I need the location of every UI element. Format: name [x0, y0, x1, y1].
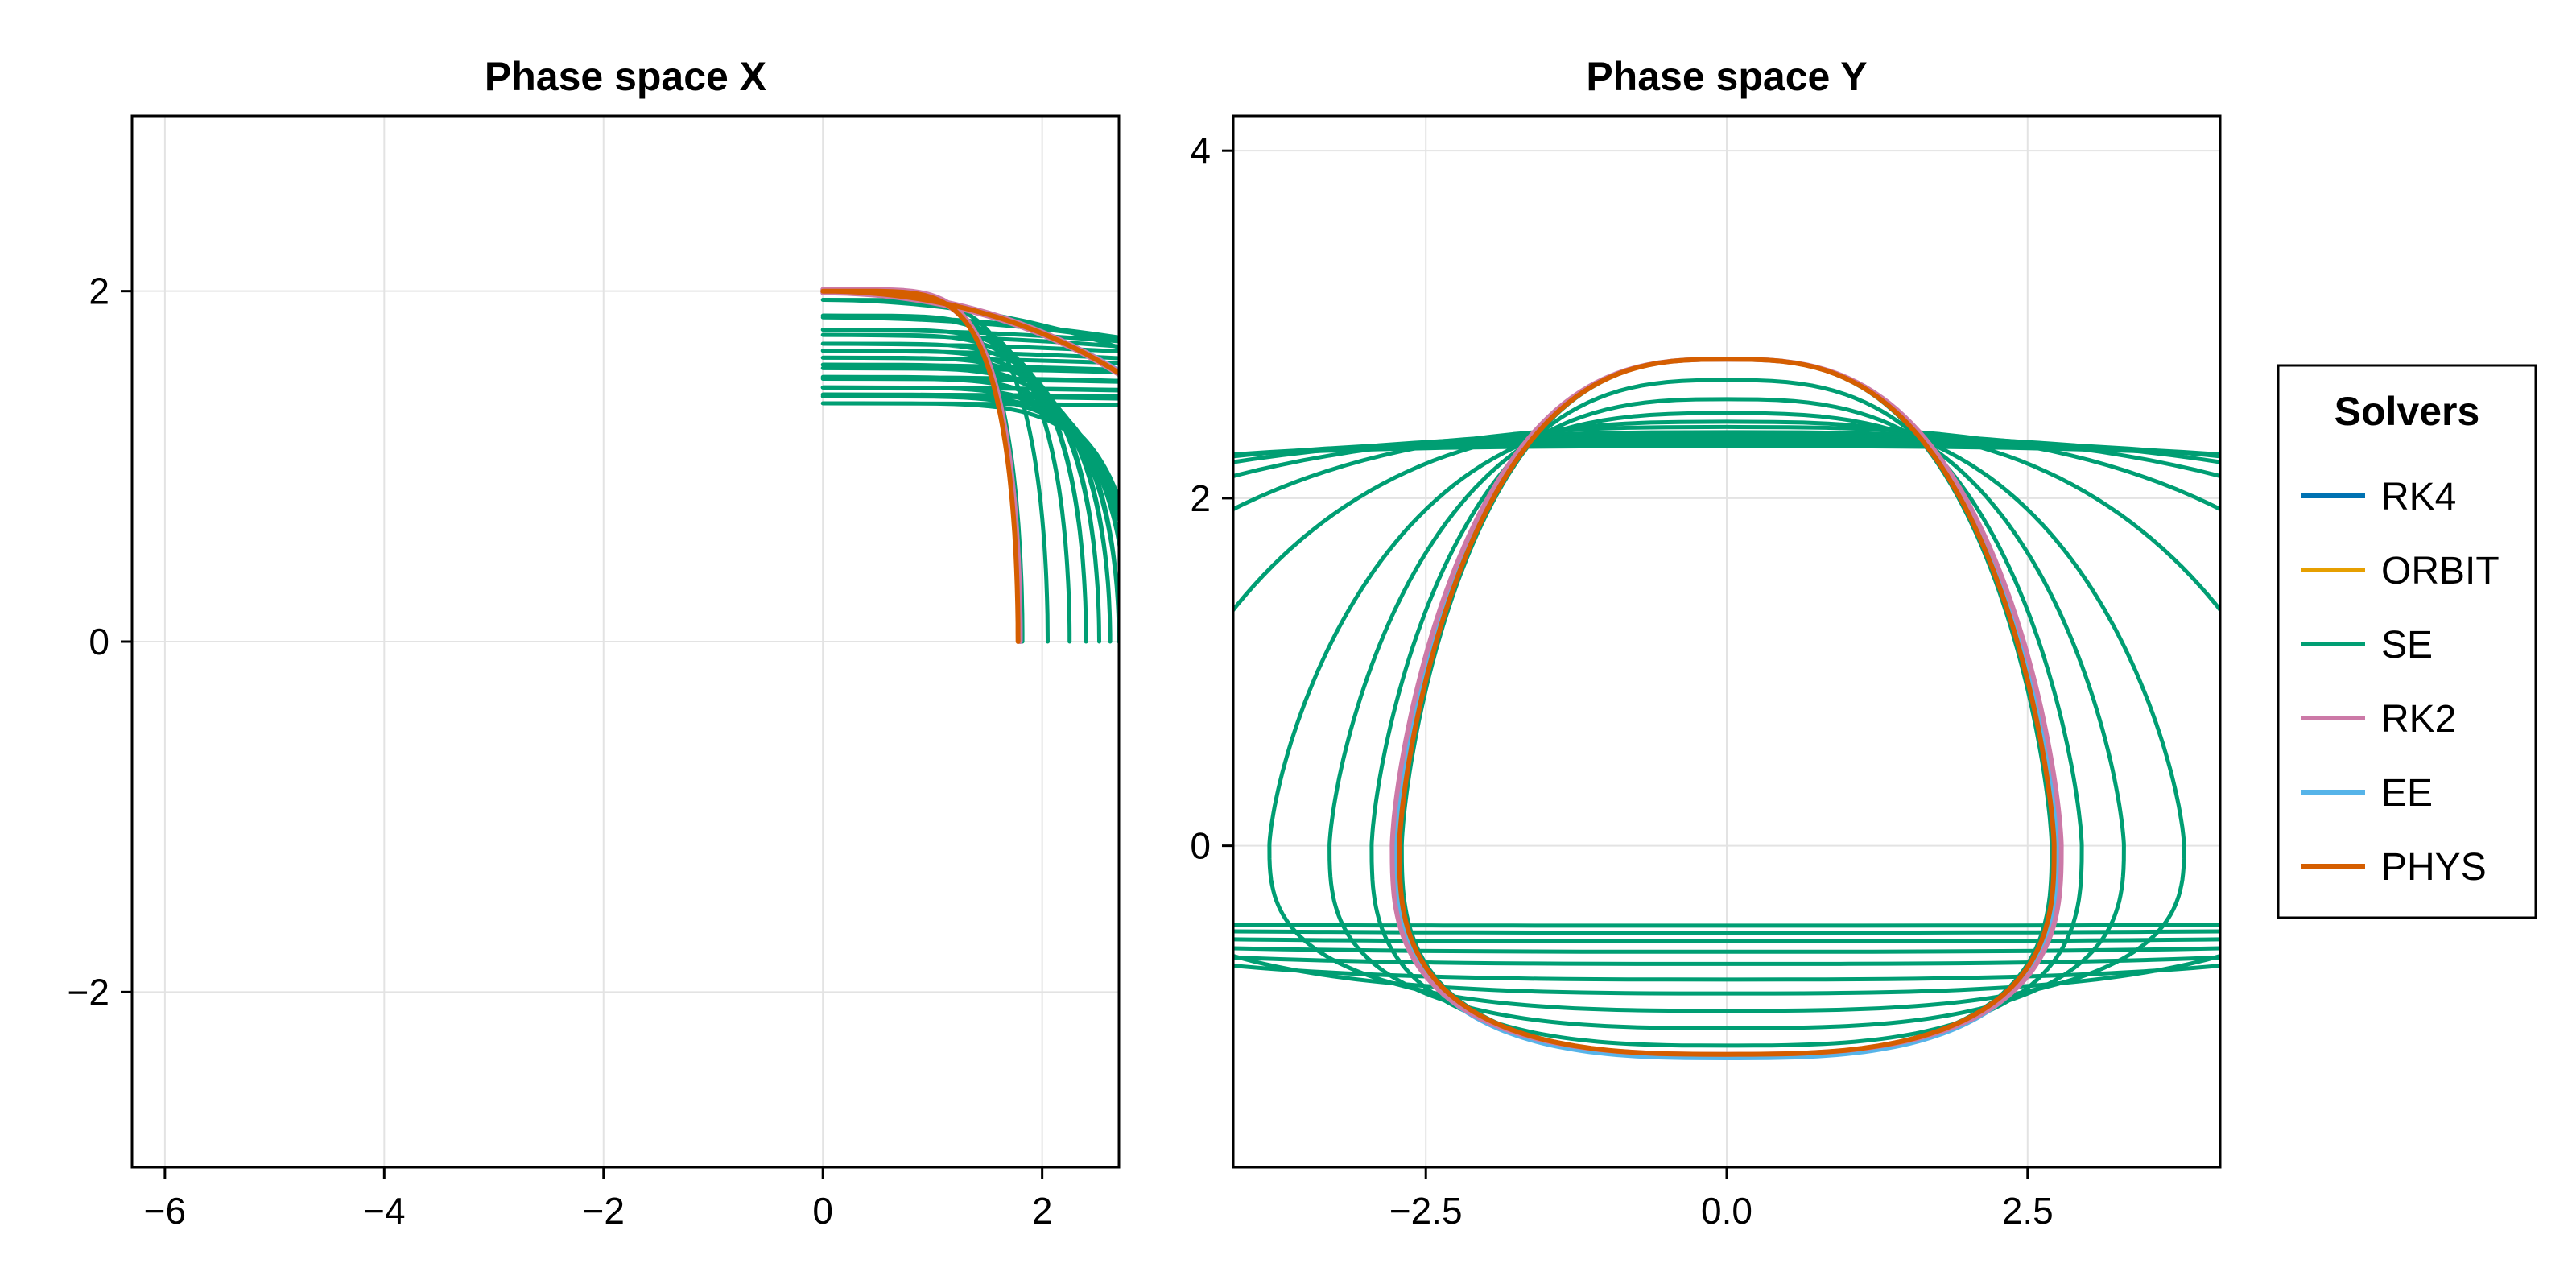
curves-y — [1233, 357, 2220, 1060]
legend-label-ee: EE — [2381, 772, 2433, 815]
y-tick-label: 2 — [1190, 477, 1211, 519]
series-phys-line — [820, 288, 1119, 644]
y-tick-label: 4 — [1190, 130, 1211, 171]
x-tick-label: −6 — [144, 1190, 186, 1232]
legend: Solvers RK4 ORBIT SE RK2 EE PHYS — [2277, 364, 2537, 919]
y-tick-label: −2 — [68, 971, 109, 1013]
chart-title-x: Phase space X — [485, 54, 766, 99]
grid-x — [132, 116, 1119, 1167]
x-tick-label: 0 — [812, 1190, 833, 1232]
ticks-x: −6 −4 −2 0 2 −2 0 2 — [68, 270, 1053, 1232]
panel-phase-space-y: Phase space Y −2.5 0.0 2.5 0 2 4 — [1190, 54, 2222, 1232]
panel-phase-space-x: Phase space X −6 −4 −2 0 2 −2 0 2 — [68, 54, 1121, 1232]
x-tick-label: 2.5 — [2002, 1190, 2054, 1232]
y-tick-label: 2 — [89, 270, 109, 312]
series-se-orbit — [1233, 419, 2220, 996]
legend-label-phys: PHYS — [2381, 846, 2487, 889]
legend-label-rk2: RK2 — [2381, 698, 2456, 741]
curves-x — [820, 287, 1119, 644]
legend-label-se: SE — [2381, 624, 2433, 667]
legend-label-rk4: RK4 — [2381, 476, 2456, 518]
y-tick-label: 0 — [89, 621, 109, 663]
legend-entries: RK4 ORBIT SE RK2 EE PHYS — [2301, 476, 2500, 889]
series-phys-line — [1397, 357, 2057, 1057]
x-tick-label: 2 — [1032, 1190, 1053, 1232]
legend-label-orbit: ORBIT — [2381, 550, 2500, 592]
x-tick-label: −2.5 — [1389, 1190, 1463, 1232]
y-tick-label: 0 — [1190, 825, 1211, 867]
series-se-orbit — [1233, 437, 2220, 943]
series-se-orbit — [1233, 424, 2220, 982]
chart-title-y: Phase space Y — [1586, 54, 1867, 99]
ticks-y: −2.5 0.0 2.5 0 2 4 — [1190, 130, 2053, 1232]
x-tick-label: −2 — [583, 1190, 625, 1232]
x-tick-label: −4 — [363, 1190, 405, 1232]
series-se-orbit — [1233, 444, 2220, 928]
legend-title: Solvers — [2334, 389, 2480, 434]
series-se-orbit — [820, 392, 1119, 510]
x-tick-label: 0.0 — [1701, 1190, 1752, 1232]
series-se-orbit — [1327, 397, 2126, 1030]
